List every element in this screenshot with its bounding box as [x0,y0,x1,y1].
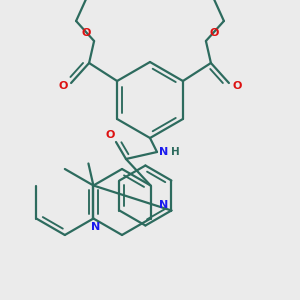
Text: O: O [58,81,68,91]
Text: H: H [171,147,179,157]
Text: N: N [91,223,100,232]
Text: O: O [81,28,91,38]
Text: N: N [159,200,168,209]
Text: O: O [209,28,219,38]
Text: O: O [232,81,242,91]
Text: O: O [105,130,115,140]
Text: N: N [159,147,169,157]
